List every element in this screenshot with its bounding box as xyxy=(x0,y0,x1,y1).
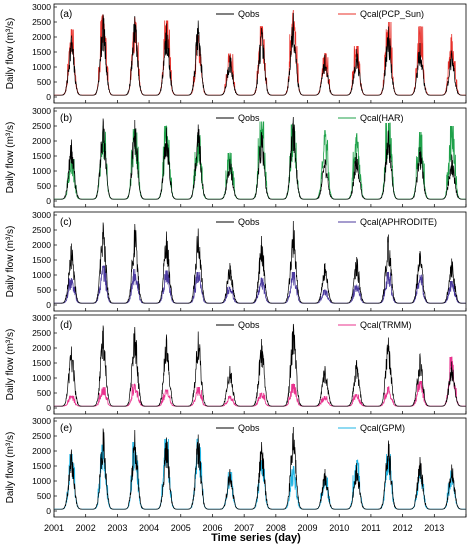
legend-label: Qobs xyxy=(238,9,260,19)
y-tick-label: 1000 xyxy=(32,373,51,383)
legend-label: Qcal(TRMM) xyxy=(360,320,412,330)
y-tick-label: 2500 xyxy=(32,121,51,131)
x-tick-label: 2008 xyxy=(266,523,286,533)
y-tick-label: 1500 xyxy=(32,358,51,368)
series-line-qobs xyxy=(54,220,466,304)
legend-label: Qobs xyxy=(238,320,260,330)
legend-label: Qobs xyxy=(238,423,260,433)
y-tick-label: 0 xyxy=(46,506,51,516)
panel-frame xyxy=(53,3,467,104)
y-tick-label: 2000 xyxy=(32,343,51,353)
y-tick-label: 500 xyxy=(37,388,51,398)
x-tick-label: 2006 xyxy=(202,523,222,533)
series-line-qobs xyxy=(54,426,466,510)
y-tick-label: 500 xyxy=(37,491,51,501)
y-tick-label: 2500 xyxy=(32,431,51,441)
panel-4: 0 500 1000 1500 2000 2500 3000 Daily flow (m³/s… xyxy=(5,416,467,518)
panel-label: (d) xyxy=(60,320,72,331)
panel-2: 0 500 1000 1500 2000 2500 3000 Daily flow (m³/s… xyxy=(5,210,467,312)
legend-label: Qobs xyxy=(238,113,260,123)
y-tick-label: 1500 xyxy=(32,255,51,265)
legend-label: Qcal(APHRODITE) xyxy=(360,217,437,227)
legend-label: Qobs xyxy=(238,217,260,227)
panel-label: (a) xyxy=(60,9,72,20)
panel-frame xyxy=(53,211,467,312)
y-tick-label: 3000 xyxy=(32,416,51,426)
y-tick-label: 0 xyxy=(46,92,51,102)
panel-frame xyxy=(53,107,467,208)
y-tick-label: 2000 xyxy=(32,136,51,146)
y-tick-label: 3000 xyxy=(32,2,51,12)
legend-label: Qcal(GPM) xyxy=(360,423,405,433)
y-tick-label: 500 xyxy=(37,181,51,191)
x-tick-label: 2004 xyxy=(139,523,159,533)
y-tick-label: 1500 xyxy=(32,461,51,471)
panel-3: 0 500 1000 1500 2000 2500 3000 Daily flow (m³/s… xyxy=(5,313,467,415)
y-tick-label: 0 xyxy=(46,196,51,206)
y-tick-label: 0 xyxy=(46,403,51,413)
y-axis-label: Daily flow (m³/s) xyxy=(5,122,16,194)
x-axis-label: Time series (day) xyxy=(211,532,301,544)
legend-label: Qcal(HAR) xyxy=(360,113,404,123)
y-tick-label: 2000 xyxy=(32,32,51,42)
legend-label: Qcal(PCP_Sun) xyxy=(360,9,424,19)
panel-0: 0 500 1000 1500 2000 2500 3000 Daily flow (m³/s… xyxy=(5,2,467,104)
y-tick-label: 3000 xyxy=(32,210,51,220)
y-tick-label: 2500 xyxy=(32,225,51,235)
panel-frame xyxy=(53,314,467,415)
x-tick-label: 2011 xyxy=(361,523,380,533)
x-tick-label: 2002 xyxy=(76,523,96,533)
panel-1: 0 500 1000 1500 2000 2500 3000 Daily flow (m³/s… xyxy=(5,106,467,208)
x-tick-label: 2003 xyxy=(107,523,127,533)
y-tick-label: 500 xyxy=(37,285,51,295)
y-tick-label: 0 xyxy=(46,300,51,310)
y-axis-label: Daily flow (m³/s) xyxy=(5,226,16,298)
x-tick-label: 2005 xyxy=(171,523,191,533)
y-tick-label: 500 xyxy=(37,77,51,87)
y-axis-label: Daily flow (m³/s) xyxy=(5,18,16,90)
y-axis-label: Daily flow (m³/s) xyxy=(5,329,16,401)
x-tick-label: 2007 xyxy=(234,523,254,533)
y-tick-label: 1000 xyxy=(32,476,51,486)
y-tick-label: 1500 xyxy=(32,151,51,161)
series-line-qcal xyxy=(54,121,466,200)
x-tick-label: 2009 xyxy=(298,523,318,533)
y-tick-label: 3000 xyxy=(32,313,51,323)
x-tick-label: 2001 xyxy=(44,523,64,533)
y-tick-label: 2000 xyxy=(32,240,51,250)
series-line-qobs xyxy=(54,116,466,200)
series-line-qobs xyxy=(54,323,466,407)
y-tick-label: 1000 xyxy=(32,270,51,280)
y-tick-label: 2500 xyxy=(32,17,51,27)
panel-label: (b) xyxy=(60,113,72,124)
y-tick-label: 2500 xyxy=(32,328,51,338)
y-tick-label: 1000 xyxy=(32,62,51,72)
panel-label: (c) xyxy=(60,217,72,228)
panel-label: (e) xyxy=(60,423,72,434)
x-tick-label: 2013 xyxy=(424,523,444,533)
y-tick-label: 2000 xyxy=(32,446,51,456)
series-line-qobs xyxy=(54,12,466,96)
y-tick-label: 1500 xyxy=(32,47,51,57)
x-tick-label: 2010 xyxy=(329,523,349,533)
y-tick-label: 1000 xyxy=(32,166,51,176)
y-axis-label: Daily flow (m³/s) xyxy=(5,432,16,504)
x-tick-label: 2012 xyxy=(393,523,413,533)
y-tick-label: 3000 xyxy=(32,106,51,116)
panel-frame xyxy=(53,417,467,518)
